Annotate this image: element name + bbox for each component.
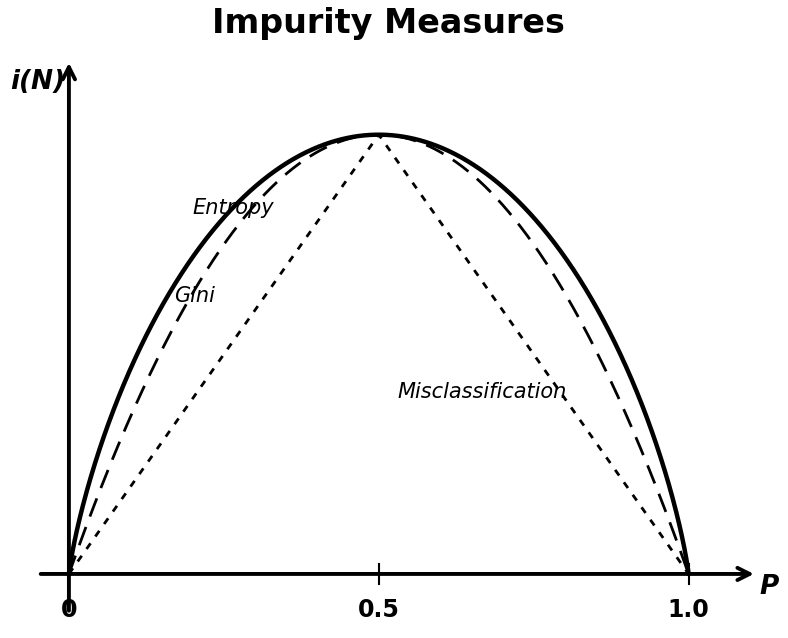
Text: Misclassification: Misclassification	[397, 382, 567, 402]
Title: Impurity Measures: Impurity Measures	[212, 7, 564, 40]
Text: Gini: Gini	[174, 286, 215, 306]
Text: 0.5: 0.5	[358, 598, 400, 622]
Text: 1.0: 1.0	[667, 598, 709, 622]
Text: Entropy: Entropy	[193, 198, 274, 218]
Text: i(N): i(N)	[10, 69, 65, 95]
Text: 0: 0	[61, 598, 77, 622]
Text: P: P	[760, 574, 779, 600]
